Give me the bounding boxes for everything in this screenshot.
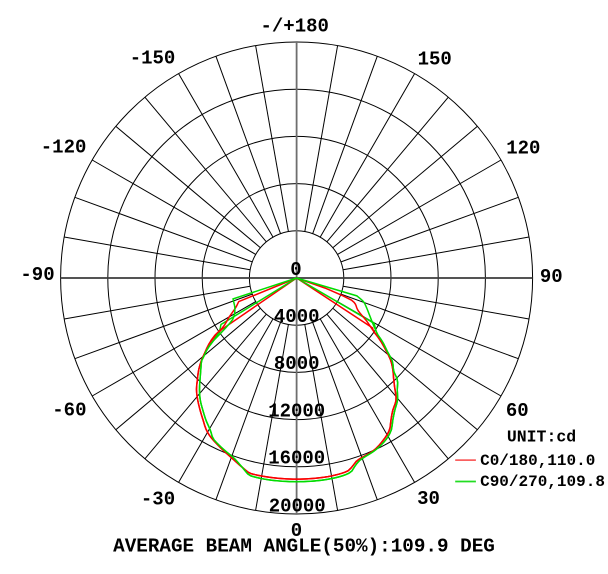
svg-text:UNIT:cd: UNIT:cd [507,428,576,447]
svg-text:8000: 8000 [274,353,320,375]
svg-text:-90: -90 [20,264,54,286]
svg-text:90: 90 [540,266,563,288]
svg-text:C0/180,110.0: C0/180,110.0 [480,452,595,470]
svg-text:150: 150 [418,48,452,70]
svg-text:30: 30 [417,488,440,510]
svg-text:-120: -120 [41,136,87,158]
svg-text:C90/270,109.8: C90/270,109.8 [480,473,605,491]
svg-text:AVERAGE BEAM ANGLE(50%):109.9: AVERAGE BEAM ANGLE(50%):109.9 DEG [113,536,495,558]
svg-text:12000: 12000 [268,400,325,422]
svg-text:0: 0 [291,520,302,542]
svg-text:16000: 16000 [268,447,325,469]
svg-text:-/+180: -/+180 [260,16,328,38]
svg-text:20000: 20000 [269,496,326,518]
svg-text:4000: 4000 [274,306,320,328]
svg-text:-60: -60 [52,400,86,422]
svg-text:-150: -150 [130,48,176,70]
svg-text:120: 120 [506,137,540,159]
svg-text:60: 60 [506,400,529,422]
svg-text:-30: -30 [141,489,175,511]
svg-text:0: 0 [290,259,301,281]
